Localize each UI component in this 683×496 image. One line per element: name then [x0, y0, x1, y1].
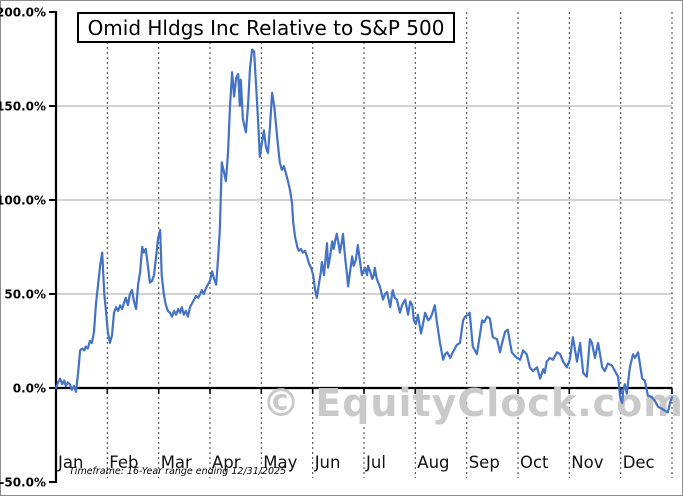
y-axis-label: 100.0% [0, 194, 46, 208]
y-axis-label: 150.0% [0, 100, 46, 114]
x-axis-label-feb: Feb [109, 453, 138, 472]
x-axis-label-may: May [263, 453, 297, 472]
equityclock-watermark: © EquityClock.com [262, 381, 683, 425]
y-axis-label: 200.0% [0, 6, 46, 20]
y-axis-label: 50.0% [4, 288, 46, 302]
x-axis-label-sep: Sep [469, 453, 500, 472]
x-axis-label-mar: Mar [161, 453, 192, 472]
x-axis-label-aug: Aug [417, 453, 449, 472]
x-axis-label-nov: Nov [571, 453, 603, 472]
x-axis-label-jun: Jun [314, 453, 341, 472]
x-axis-label-dec: Dec [623, 453, 655, 472]
x-axis-label-apr: Apr [212, 453, 241, 472]
y-axis-label: -50.0% [0, 476, 46, 490]
y-axis-label: 0.0% [13, 382, 46, 396]
x-axis-label-oct: Oct [520, 453, 549, 472]
chart-title-box: Omid Hldgs Inc Relative to S&P 500 [77, 12, 455, 43]
chart-title: Omid Hldgs Inc Relative to S&P 500 [87, 15, 445, 40]
series-line [54, 48, 674, 414]
x-axis-label-jul: Jul [365, 453, 386, 472]
x-axis-label-jan: Jan [57, 453, 83, 472]
timeframe-footnote: Timeframe: 16-Year range ending 12/31/20… [69, 466, 287, 477]
